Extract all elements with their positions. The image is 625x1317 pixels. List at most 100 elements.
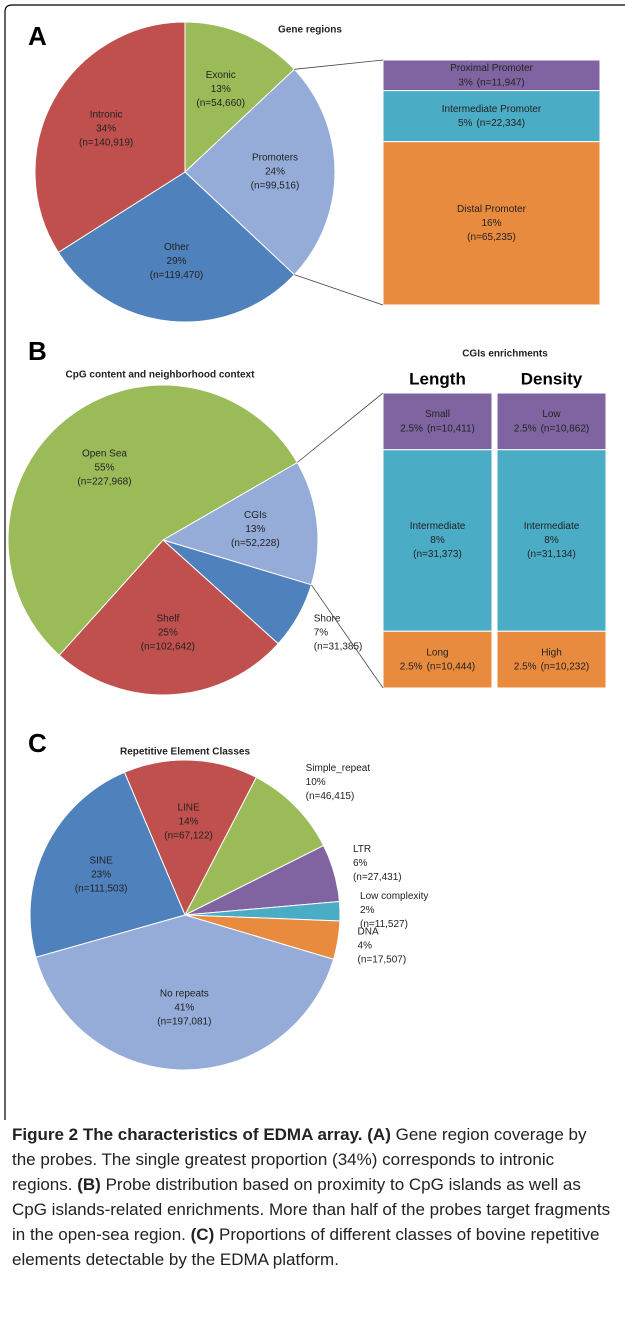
slice-count-label: (n=119,470) [150,270,203,281]
slice-label: Open Sea [82,448,127,459]
slice-count-label: (n=46,415) [306,791,355,802]
segment-label: High [541,647,562,658]
slice-label: LTR [353,844,371,855]
pie-slice [123,759,258,917]
segment-count: (n=11,947) [477,77,525,88]
slice-label: Exonic [206,70,236,81]
slice-value-label: 29% [167,256,187,267]
slice-count-label: (n=102,642) [141,642,195,653]
chart-title: CpG content and neighborhood context [66,370,256,381]
chart-title: Density [521,369,583,388]
slice-label: CGIs [244,510,267,521]
slice-value-label: 25% [158,628,178,639]
pie-slice [58,539,279,696]
segment-value: 2.5% [400,423,423,434]
slice-count-label: (n=52,228) [231,538,280,549]
chart-title: Repetitive Element Classes [120,747,250,758]
segment-value-label: 3% (n=11,947) [458,77,524,88]
slice-count-label: (n=17,507) [358,955,407,966]
segment-label: Long [426,647,448,658]
slice-count-label: (n=197,081) [157,1017,211,1028]
segment-value: 2.5% [400,661,423,672]
slice-count-label: (n=140,919) [79,137,133,148]
slice-value-label: 34% [96,123,116,134]
segment-value: 3% [458,77,473,88]
segment-value-label: 5% (n=22,334) [458,118,525,129]
slice-value-label: 24% [265,167,285,178]
segment-label: Low [542,409,561,420]
slice-value-label: 55% [94,462,114,473]
slice-label: Simple_repeat [306,763,371,774]
segment-value-label: 2.5% (n=10,444) [400,661,475,672]
slice-value-label: 41% [174,1003,194,1014]
slice-label: DNA [358,927,379,938]
segment-label: Distal Promoter [457,204,527,215]
segment-value: 2.5% [514,423,537,434]
segment-label: Intermediate Promoter [442,104,542,115]
slice-label: No repeats [160,989,209,1000]
segment-label: Small [425,409,450,420]
pie-slice [35,914,335,1071]
segment-count: (n=10,232) [541,661,590,672]
bar-segment [382,449,493,632]
slice-count-label: (n=111,503) [75,883,128,894]
slice-value-label: 14% [179,817,199,828]
segment-value-label: 2.5% (n=10,862) [514,423,589,434]
slice-label: LINE [177,803,200,814]
connector [296,392,384,463]
caption-tag: (C) [190,1225,215,1244]
caption-text: Probe distribution based on proximity to… [12,1175,611,1244]
slice-label: Intronic [90,109,123,120]
slice-value-label: 4% [358,941,373,952]
slice-value-label: 6% [353,858,368,869]
panel-label: C [28,728,47,758]
slice-label: Shelf [156,614,179,625]
pie-slice [184,68,336,276]
figure-label: Figure 2 [12,1125,79,1144]
slice-label: SINE [89,855,113,866]
segment-label: Intermediate [410,521,466,532]
caption-heading: The characteristics of EDMA array. [82,1125,363,1144]
segment-value-label: 2.5% (n=10,232) [514,661,589,672]
pie-slice [29,771,186,958]
frame [4,4,625,1120]
segment-label: Proximal Promoter [450,63,533,74]
panel-label: B [28,336,47,366]
slice-value-label: 2% [360,905,375,916]
segment-value: 2.5% [514,661,537,672]
slice-value-label: 13% [245,524,265,535]
segment-count-label: (n=65,235) [467,232,516,243]
segment-count: (n=10,862) [541,423,590,434]
connector [311,584,384,689]
bar-segment [382,630,493,689]
slice-count-label: (n=99,516) [251,181,300,192]
bar-segment [496,392,607,451]
segment-label: Intermediate [524,521,580,532]
slice-count-label: (n=227,968) [77,476,131,487]
segment-count-label: (n=31,134) [527,549,576,560]
slice-label: Low complexity [360,891,428,902]
chart-title: Gene regions [278,25,342,36]
caption: Figure 2 The characteristics of EDMA arr… [12,1122,612,1272]
pie-slice [7,384,298,656]
slice-value-label: 10% [306,777,326,788]
pie-slice [184,21,296,174]
slice-count-label: (n=54,660) [196,98,245,109]
chart-title: Length [409,369,466,388]
segment-value-label: 2.5% (n=10,411) [400,423,475,434]
segment-count-label: (n=31,373) [413,549,462,560]
group-title: CGIs enrichments [462,349,548,360]
caption-text: Gene region coverage by the probes. The … [12,1125,587,1194]
bar-segment [382,141,601,306]
bar-segment [382,392,493,451]
pie-slice [34,21,186,254]
segment-value-label: 16% [481,218,501,229]
figure: A Gene regions Exonic 13% (n=54,660) Promoter… [4,4,625,1120]
slice-label: Shore [314,613,341,624]
connector [294,59,384,70]
slice-label: Promoters [252,153,298,164]
slice-value-label: 7% [314,627,329,638]
bar-segment [382,59,601,92]
slice-value-label: 13% [211,84,231,95]
connector [294,274,384,306]
